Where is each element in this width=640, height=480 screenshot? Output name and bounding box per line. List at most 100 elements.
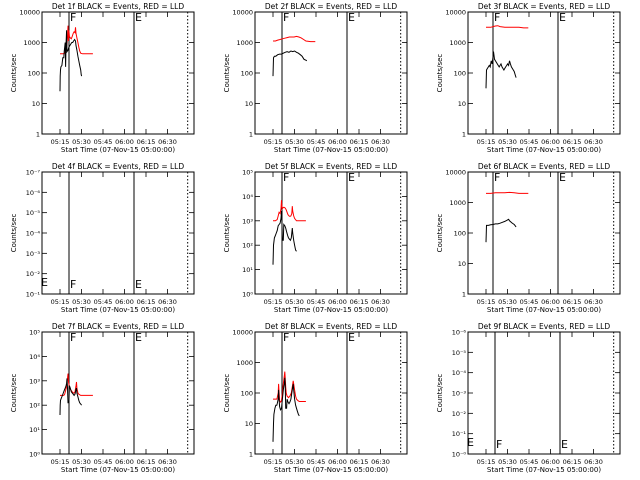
x-tick-label: 06:00 [115, 298, 134, 306]
top-flag-E: E [559, 11, 566, 24]
y-tick-label: 10³ [242, 217, 253, 225]
x-tick-label: 05:45 [307, 298, 326, 306]
y-tick-label: 1 [249, 131, 253, 139]
y-tick-label: 10 [245, 100, 253, 108]
x-tick-label: 06:00 [115, 138, 134, 146]
x-tick-label: 05:45 [94, 458, 113, 466]
y-tick-label: 10² [29, 402, 40, 410]
series-line-events [485, 51, 517, 89]
x-axis-label: Start Time (07-Nov-15 05:00:00) [274, 306, 388, 314]
series-line-lld [486, 191, 529, 194]
y-tick-label: 1000 [449, 199, 466, 207]
x-tick-label: 06:00 [328, 458, 347, 466]
series-line-lld [273, 35, 316, 43]
top-flag-E: E [135, 331, 142, 344]
y-tick-label: 10⁰ [242, 291, 253, 299]
bottom-flag-E2: E [135, 278, 142, 291]
y-tick-label: 10⁻⁷ [26, 169, 41, 177]
series-line-lld [60, 373, 93, 396]
y-tick-label: 10 [458, 100, 466, 108]
y-tick-label: 1000 [236, 39, 253, 47]
bottom-flag-E2: E [561, 438, 568, 451]
plot-frame [41, 331, 195, 455]
top-flag-F: F [494, 171, 500, 184]
y-tick-label: 10⁻² [452, 410, 467, 418]
y-tick-label: 10⁻³ [452, 390, 467, 398]
x-tick-label: 06:30 [158, 458, 177, 466]
x-tick-label: 05:30 [72, 458, 91, 466]
y-tick-label: 10000 [445, 9, 466, 17]
y-tick-label: 10¹ [29, 426, 40, 434]
y-tick-label: 10⁻⁵ [26, 209, 41, 217]
x-tick-label: 06:15 [137, 298, 156, 306]
top-flag-F: F [283, 11, 289, 24]
y-tick-label: 10 [245, 420, 253, 428]
series-line-lld [486, 25, 529, 29]
y-tick-label: 10⁻⁴ [452, 369, 467, 377]
y-axis-label: Counts/sec [10, 54, 18, 93]
series-line-events [272, 210, 297, 265]
x-tick-label: 05:15 [477, 298, 496, 306]
panel-det-2f: Det 2f BLACK = Events, RED = LLD 1 10 100 10… [223, 2, 408, 154]
x-tick-label: 06:15 [137, 458, 156, 466]
x-tick-label: 05:45 [520, 458, 539, 466]
y-tick-label: 10² [242, 242, 253, 250]
series-line-events [59, 30, 83, 92]
y-axis-label: Counts/sec [10, 374, 18, 413]
panel-det-1f: Det 1f BLACK = Events, RED = LLD 1 10 100 10… [10, 2, 195, 154]
panel-det-6f: Det 6f BLACK = Events, RED = LLD 1 10 100 10… [436, 162, 621, 314]
x-tick-label: 05:30 [72, 138, 91, 146]
plot-frame [467, 11, 621, 135]
top-flag-E: E [135, 11, 142, 24]
y-tick-label: 10⁻² [26, 270, 41, 278]
x-tick-label: 05:30 [498, 298, 517, 306]
top-flag-F: F [494, 11, 500, 24]
series-line-events [485, 218, 517, 243]
bottom-flag-E: E [41, 276, 48, 289]
x-tick-label: 06:30 [158, 138, 177, 146]
y-tick-label: 10⁵ [242, 169, 253, 177]
panel-title: Det 8f BLACK = Events, RED = LLD [265, 322, 398, 331]
x-tick-label: 06:00 [541, 298, 560, 306]
y-tick-label: 10⁻⁵ [452, 349, 467, 357]
y-axis-label: Counts/sec [10, 214, 18, 253]
panel-det-5f: Det 5f BLACK = Events, RED = LLD 10⁰ 10¹ 10… [223, 162, 408, 314]
y-axis-label: Counts/sec [436, 54, 444, 93]
x-tick-label: 05:15 [477, 458, 496, 466]
x-tick-label: 05:30 [285, 458, 304, 466]
plot-frame [467, 331, 621, 455]
y-tick-label: 1000 [449, 39, 466, 47]
y-tick-label: 10000 [232, 329, 253, 337]
y-tick-label: 10⁻¹ [452, 430, 467, 438]
x-tick-label: 05:15 [264, 298, 283, 306]
top-flag-F: F [70, 11, 76, 24]
y-tick-label: 1 [36, 131, 40, 139]
x-axis-label: Start Time (07-Nov-15 05:00:00) [274, 146, 388, 154]
x-axis-label: Start Time (07-Nov-15 05:00:00) [487, 306, 601, 314]
x-axis-label: Start Time (07-Nov-15 05:00:00) [487, 466, 601, 474]
y-tick-label: 100 [454, 70, 466, 78]
x-tick-label: 05:30 [498, 458, 517, 466]
x-tick-label: 06:15 [350, 298, 369, 306]
series-line-lld [273, 200, 306, 222]
top-flag-E: E [348, 171, 355, 184]
x-tick-label: 06:30 [584, 138, 603, 146]
panel-det-9f: Det 9f BLACK = Events, RED = LLD 10⁻⁰ 10⁻¹… [436, 322, 621, 474]
x-tick-label: 06:00 [328, 298, 347, 306]
panel-title: Det 7f BLACK = Events, RED = LLD [52, 322, 185, 331]
plot-frame [467, 171, 621, 295]
x-tick-label: 06:30 [371, 458, 390, 466]
x-tick-label: 05:30 [285, 138, 304, 146]
y-tick-label: 100 [241, 390, 253, 398]
x-tick-label: 06:15 [137, 138, 156, 146]
panel-title: Det 1f BLACK = Events, RED = LLD [52, 2, 185, 11]
x-tick-label: 06:15 [563, 138, 582, 146]
x-tick-label: 05:30 [72, 298, 91, 306]
panel-title: Det 9f BLACK = Events, RED = LLD [478, 322, 611, 331]
x-axis-label: Start Time (07-Nov-15 05:00:00) [487, 146, 601, 154]
x-tick-label: 06:15 [563, 298, 582, 306]
y-tick-label: 10000 [445, 169, 466, 177]
y-tick-label: 10⁻⁴ [26, 230, 41, 238]
y-tick-label: 1 [462, 291, 466, 299]
x-tick-label: 05:15 [51, 458, 70, 466]
